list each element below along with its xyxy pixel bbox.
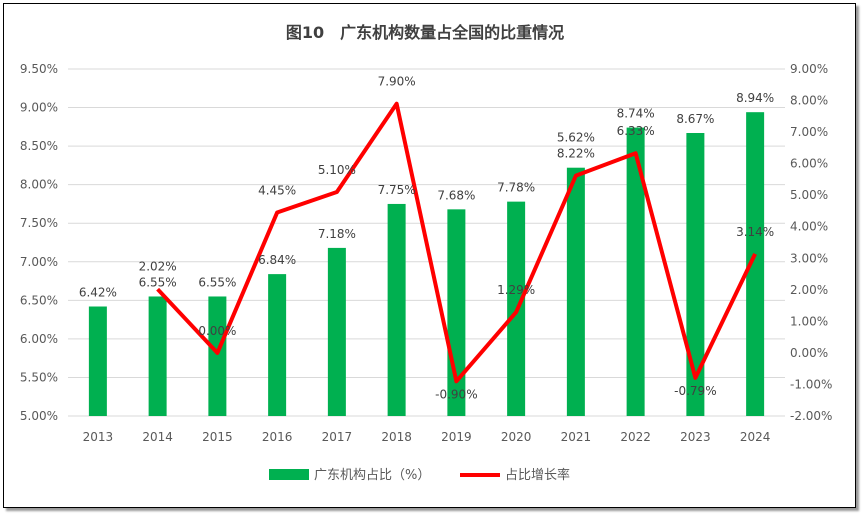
x-tick: 2014: [142, 430, 173, 444]
bar-label: 8.67%: [676, 112, 714, 126]
y-left-tick: 6.00%: [20, 332, 58, 346]
y-left-tick: 7.00%: [20, 255, 58, 269]
y-right-tick: 0.00%: [790, 346, 828, 360]
y-left-tick: 8.00%: [20, 178, 58, 192]
bar-label: 6.84%: [258, 253, 296, 267]
x-tick: 2017: [322, 430, 353, 444]
bar: [327, 247, 346, 416]
y-right-tick: 5.00%: [790, 188, 828, 202]
y-left-tick: 5.50%: [20, 370, 58, 384]
bar: [208, 296, 227, 416]
bar: [447, 209, 466, 416]
y-left-tick: 8.50%: [20, 139, 58, 153]
x-tick: 2016: [262, 430, 293, 444]
bar-label: 7.68%: [437, 188, 475, 202]
line-label: 6.33%: [617, 124, 655, 138]
legend-line-label: 占比增长率: [505, 467, 570, 483]
y-right-tick: 6.00%: [790, 157, 828, 171]
x-tick: 2019: [441, 430, 472, 444]
bar-label: 6.55%: [198, 275, 236, 289]
y-left-tick: 9.50%: [20, 62, 58, 76]
x-tick: 2023: [680, 430, 711, 444]
chart-title: 图10 广东机构数量占全国的比重情况: [286, 23, 564, 42]
legend-bar-swatch: [269, 469, 309, 480]
y-right-tick: -1.00%: [790, 377, 832, 391]
bar-label: 6.55%: [139, 275, 177, 289]
line-label: 5.62%: [557, 131, 595, 145]
y-left-tick: 5.00%: [20, 409, 58, 423]
y-left-tick: 6.50%: [20, 293, 58, 307]
y-right-tick: 1.00%: [790, 314, 828, 328]
bar-label: 7.18%: [318, 227, 356, 241]
line-label: 3.14%: [736, 225, 774, 239]
line-label: 7.90%: [378, 75, 416, 89]
bar-label: 7.75%: [378, 183, 416, 197]
line-label: 2.02%: [139, 259, 177, 273]
bar: [566, 167, 585, 416]
line-label: 1.29%: [497, 283, 535, 297]
bar: [268, 274, 287, 416]
legend-bar-label: 广东机构占比（%）: [314, 468, 430, 483]
bar-label: 8.94%: [736, 91, 774, 105]
y-right-tick: 4.00%: [790, 220, 828, 234]
bar: [387, 203, 406, 416]
bar: [626, 127, 645, 417]
x-tick: 2020: [501, 430, 532, 444]
x-tick: 2018: [381, 430, 412, 444]
bar-label: 7.78%: [497, 181, 535, 195]
y-right-tick: 2.00%: [790, 283, 828, 297]
y-right-tick: 9.00%: [790, 62, 828, 76]
y-right-tick: 7.00%: [790, 125, 828, 139]
x-tick: 2021: [561, 430, 592, 444]
line-label: 0.00%: [198, 324, 236, 338]
bar: [88, 306, 107, 416]
bar-label: 6.42%: [79, 286, 117, 300]
y-right-tick: 3.00%: [790, 251, 828, 265]
y-left-tick: 9.00%: [20, 101, 58, 115]
line-label: 5.10%: [318, 163, 356, 177]
line-label: -0.90%: [435, 387, 477, 401]
x-tick: 2015: [202, 430, 233, 444]
line-label: -0.79%: [674, 384, 716, 398]
bar-label: 8.22%: [557, 147, 595, 161]
bar: [686, 133, 705, 416]
bar-label: 8.74%: [617, 107, 655, 121]
y-right-tick: 8.00%: [790, 94, 828, 108]
bar: [746, 112, 765, 416]
y-right-tick: -2.00%: [790, 409, 832, 423]
x-tick: 2022: [620, 430, 651, 444]
x-tick: 2013: [83, 430, 114, 444]
line-label: 4.45%: [258, 184, 296, 198]
line-series: [156, 101, 757, 384]
x-tick: 2024: [740, 430, 771, 444]
y-left-tick: 7.50%: [20, 216, 58, 230]
bar: [148, 296, 167, 416]
